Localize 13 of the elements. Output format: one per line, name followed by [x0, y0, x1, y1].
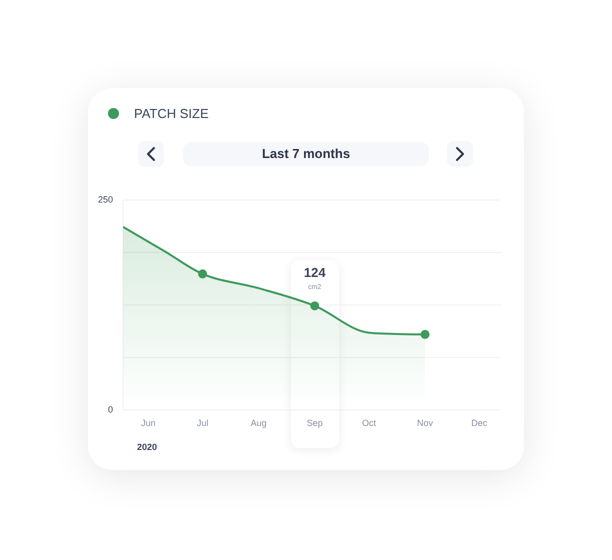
x-tick-label: Aug	[250, 418, 267, 428]
y-tick-label: 250	[98, 194, 113, 204]
x-tick-label: Jun	[141, 418, 156, 428]
y-tick-label: 0	[108, 404, 113, 414]
data-label: 124	[304, 264, 326, 280]
text: 2020	[137, 442, 158, 452]
x-tick-label: Oct	[362, 418, 376, 428]
x-tick-label: Dec	[471, 418, 488, 428]
x-tick-label: Nov	[417, 418, 434, 428]
chart-subtitle: Last 7 months	[183, 142, 429, 166]
x-tick-label: Sep	[306, 418, 323, 428]
legend-label: PATCH SIZE	[134, 106, 209, 121]
x-tick-label: Jul	[196, 418, 208, 428]
